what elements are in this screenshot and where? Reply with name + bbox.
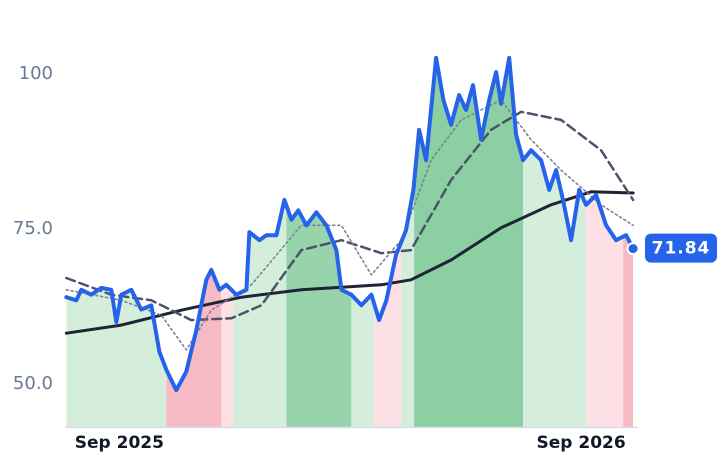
last-value-badge <box>645 233 717 263</box>
signal-band <box>401 57 415 428</box>
moving-average-line <box>65 110 635 322</box>
x-tick-label: Sep 2025 <box>75 433 164 453</box>
signal-band <box>221 57 234 428</box>
band-layer <box>66 57 634 428</box>
signal-band <box>623 57 634 428</box>
last-value-label: 71.84 <box>652 239 711 259</box>
y-tick-label: 100 <box>19 63 53 84</box>
signal-band <box>523 57 587 428</box>
y-tick-label: 50.0 <box>13 373 53 394</box>
moving-average-line <box>64 190 635 335</box>
y-tick-label: 75.0 <box>13 218 53 239</box>
signal-band <box>586 57 624 428</box>
signal-band <box>66 57 167 428</box>
signal-band <box>414 57 524 428</box>
signal-band <box>351 57 375 428</box>
signal-band <box>374 57 402 428</box>
last-point <box>626 242 640 256</box>
signal-band <box>166 57 222 428</box>
x-tick-label: Sep 2026 <box>537 433 626 453</box>
moving-average-line <box>65 99 634 351</box>
price-line <box>64 55 636 393</box>
